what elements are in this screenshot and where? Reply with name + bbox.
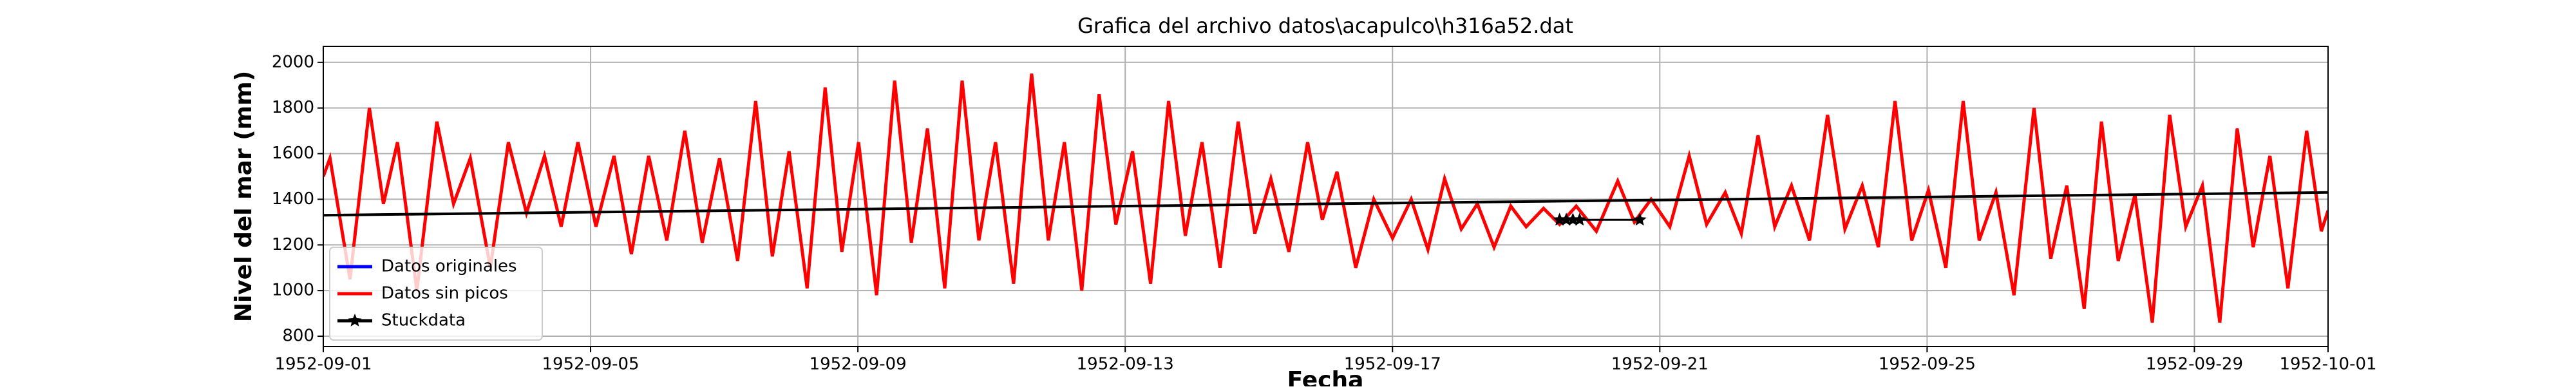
y-tick-label: 1400 <box>272 189 314 209</box>
legend-box <box>329 247 543 341</box>
marker <box>1633 213 1647 226</box>
chart-title: Grafica del archivo datos\acapulco\h316a… <box>1077 14 1573 38</box>
x-axis-label: Fecha <box>1287 367 1364 386</box>
y-tick-label: 1000 <box>272 281 314 300</box>
plot-frame <box>323 46 2329 347</box>
y-tick-label: 1600 <box>272 144 314 163</box>
x-tick-label: 1952-09-01 <box>274 355 372 374</box>
x-tick-label: 1952-09-13 <box>1077 355 1174 374</box>
y-tick-label: 1200 <box>272 235 314 254</box>
x-tick-label: 1952-09-25 <box>1879 355 1976 374</box>
y-tick-label: 800 <box>282 327 314 346</box>
y-tick-label: 2000 <box>272 52 314 71</box>
x-tick-label: 1952-10-01 <box>2279 355 2376 374</box>
x-tick-label: 1952-09-29 <box>2146 355 2243 374</box>
x-tick-label: 1952-09-21 <box>1611 355 1709 374</box>
legend-label: Datos originales <box>381 257 517 276</box>
x-tick-label: 1952-09-05 <box>542 355 639 374</box>
series-line <box>323 73 2328 323</box>
marker <box>1573 213 1587 226</box>
legend-marker <box>348 314 362 327</box>
x-tick-label: 1952-09-17 <box>1344 355 1441 374</box>
legend-label: Stuckdata <box>381 311 466 330</box>
legend-label: Datos sin picos <box>381 284 508 303</box>
x-tick-label: 1952-09-09 <box>810 355 907 374</box>
y-axis-label: Nivel del mar (mm) <box>231 71 257 322</box>
marker <box>1566 213 1580 226</box>
series-line <box>323 191 2328 217</box>
y-tick-label: 1800 <box>272 98 314 117</box>
